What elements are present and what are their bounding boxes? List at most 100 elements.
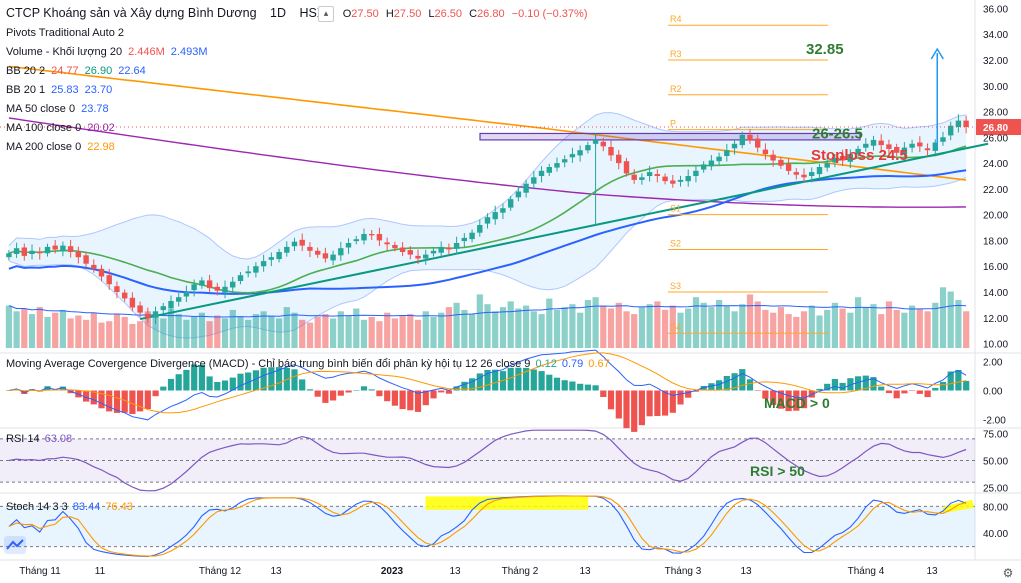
price-axis-tick: 10.00 xyxy=(983,340,1008,351)
candle-body xyxy=(701,164,707,170)
legend-value: 24.77 xyxy=(51,65,79,77)
volume-bar xyxy=(739,304,746,348)
candle-body xyxy=(492,212,498,220)
candle-body xyxy=(724,150,730,156)
interval-label[interactable]: 1D xyxy=(270,6,287,20)
volume-bar xyxy=(561,307,568,348)
volume-bar xyxy=(847,312,854,348)
macd-histogram-bar xyxy=(384,390,391,402)
macd-histogram-bar xyxy=(337,390,344,396)
candle-body xyxy=(369,234,375,236)
macd-histogram-bar xyxy=(360,386,368,391)
candle-body xyxy=(152,311,159,318)
symbol-title: CTCP Khoáng sản và Xây dựng Bình Dương 1… xyxy=(6,6,588,20)
volume-bar xyxy=(939,287,947,348)
macd-histogram-bar xyxy=(237,373,244,391)
volume-bar xyxy=(785,314,792,348)
indicator-value: 63.08 xyxy=(44,433,73,445)
legend-row[interactable]: MA 100 close 0 20.02 xyxy=(6,122,115,134)
last-price-value: 26.80 xyxy=(983,123,1008,134)
macd-histogram-bar xyxy=(831,379,838,391)
volume-bar xyxy=(592,297,599,348)
macd-histogram-bar xyxy=(909,390,916,391)
price-axis-tick: 20.00 xyxy=(983,211,1008,222)
chevron-up-icon: ▴ xyxy=(323,8,329,18)
legend-label: BB 20 1 xyxy=(6,84,46,96)
macd-histogram-bar xyxy=(746,379,754,391)
ma200-line xyxy=(8,65,967,181)
legend-row[interactable]: Pivots Traditional Auto 2 xyxy=(6,27,124,39)
volume-bar xyxy=(330,318,337,348)
volume-bar xyxy=(831,302,838,348)
resistance-zone-rect xyxy=(479,132,861,141)
volume-bar xyxy=(754,301,761,348)
macd-histogram-bar xyxy=(662,390,669,416)
candle-body xyxy=(894,147,900,153)
candle-body xyxy=(21,247,27,256)
volume-bar xyxy=(391,318,398,348)
legend-row[interactable]: BB 20 2 24.77 26.90 22.64 xyxy=(6,65,146,77)
macd-histogram-bar xyxy=(461,381,468,391)
macd-histogram-bar xyxy=(615,390,622,419)
candle-body xyxy=(523,183,529,193)
macd-histogram-bar xyxy=(422,390,429,406)
candle-body xyxy=(44,246,51,254)
candle-body xyxy=(747,134,753,140)
candle-body xyxy=(731,143,738,149)
candle-body xyxy=(268,257,274,260)
macd-histogram-bar xyxy=(855,376,862,391)
volume-bar xyxy=(90,312,97,348)
volume-bar xyxy=(252,314,259,348)
macd-histogram-bar xyxy=(129,390,136,414)
candle-body xyxy=(670,180,676,184)
candle-body xyxy=(160,306,166,311)
candle-body xyxy=(191,284,197,291)
settings-gear-icon[interactable]: ⚙ xyxy=(1002,566,1014,580)
volume-bar xyxy=(577,312,584,348)
candle-body xyxy=(145,313,151,318)
volume-bar xyxy=(862,307,869,348)
candle-body xyxy=(562,159,568,163)
volume-bar xyxy=(909,305,916,348)
volume-bar xyxy=(538,314,545,348)
tradingview-logo-icon[interactable] xyxy=(4,536,26,554)
candle-body xyxy=(183,292,190,297)
volume-bar xyxy=(793,316,800,348)
legend-row[interactable]: MA 50 close 0 23.78 xyxy=(6,103,109,115)
candle-body xyxy=(13,248,20,254)
volume-bar xyxy=(113,314,121,348)
indicator-label: RSI 14 xyxy=(6,433,40,445)
candle-body xyxy=(608,147,614,156)
price-axis-tick: 26.00 xyxy=(983,133,1008,144)
volume-bar xyxy=(770,312,777,348)
legend-row[interactable]: MA 200 close 0 22.98 xyxy=(6,141,115,153)
stoploss-annotation: Stoploss 24.5 xyxy=(811,147,908,164)
macd-histogram-bar xyxy=(260,367,267,391)
macd-histogram-bar xyxy=(507,367,514,391)
target-arrow-head xyxy=(930,47,944,60)
candle-body xyxy=(237,275,244,281)
collapse-legend-button[interactable]: ▴ xyxy=(318,6,334,22)
legend-value: 22.98 xyxy=(87,141,115,153)
volume-bar xyxy=(13,311,20,348)
symbol-name[interactable]: CTCP Khoáng sản và Xây dựng Bình Dương xyxy=(6,6,257,20)
stoch-band-fill xyxy=(0,506,975,547)
indicator-label: Stoch 14 3 3 xyxy=(6,501,68,513)
legend-row[interactable]: Volume - Khối lượng 20 2.446M 2.493M xyxy=(6,46,208,58)
candle-body xyxy=(616,154,622,164)
legend-row[interactable]: BB 20 1 25.83 23.70 xyxy=(6,84,112,96)
macd-histogram-bar xyxy=(530,369,537,391)
trend-line xyxy=(139,142,989,321)
macd-axis-tick: 0.00 xyxy=(983,387,1003,398)
candle-body xyxy=(98,268,105,277)
candle-body xyxy=(870,139,877,146)
candle-body xyxy=(75,251,81,258)
candle-body xyxy=(577,150,583,156)
legend-label: MA 200 close 0 xyxy=(6,141,82,153)
macd-histogram-bar xyxy=(175,374,182,391)
volume-bar xyxy=(121,316,128,348)
macd-histogram-bar xyxy=(777,390,784,409)
macd-histogram-bar xyxy=(669,390,676,413)
macd-histogram-bar xyxy=(59,386,66,391)
